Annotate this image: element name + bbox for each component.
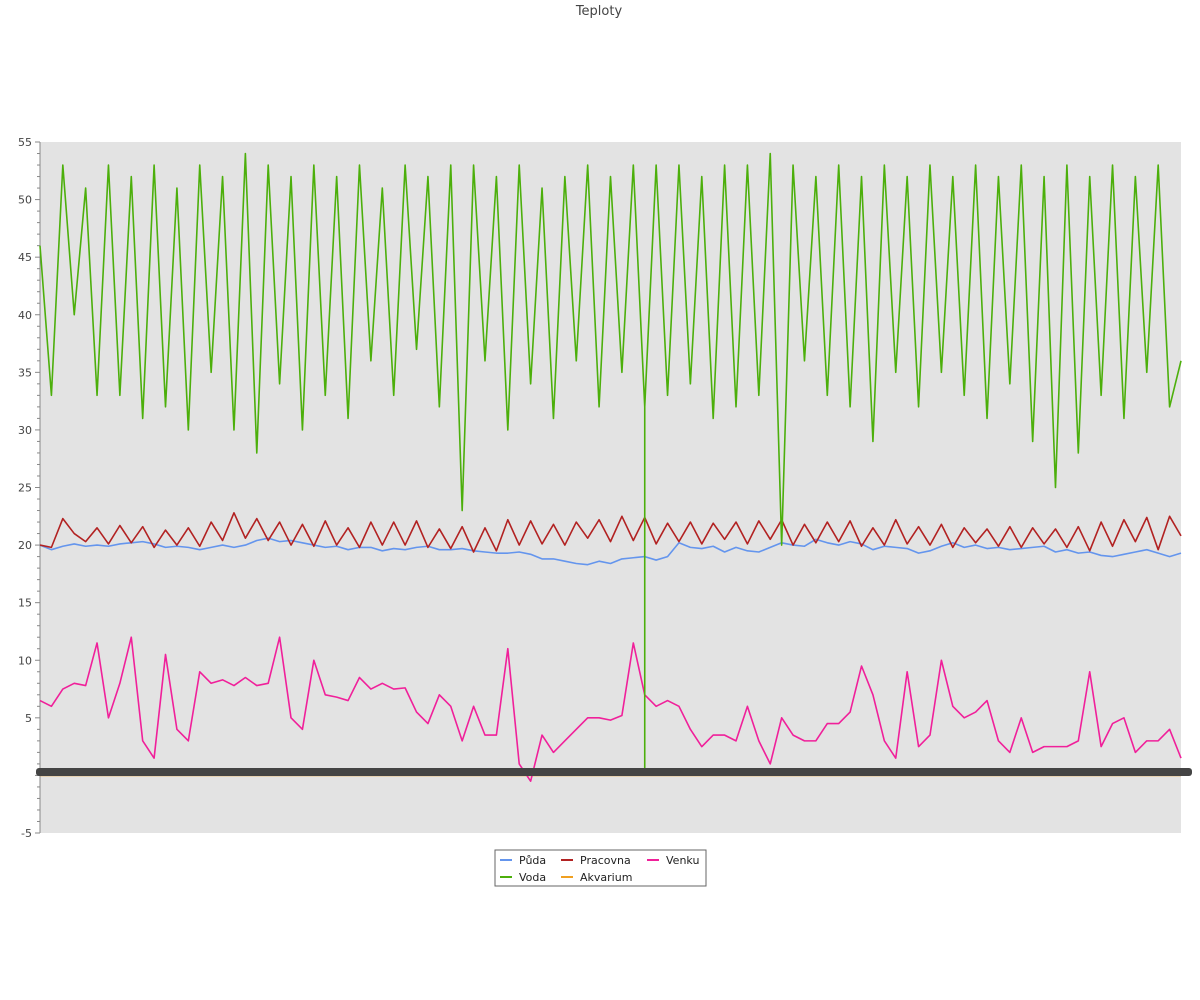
- plot-area: [40, 142, 1181, 833]
- x-axis-band: [36, 767, 1192, 776]
- y-tick-label: 55: [18, 136, 32, 149]
- series-layer: [39, 152, 1182, 782]
- legend-label: Pracovna: [580, 854, 631, 867]
- legend-label: Voda: [519, 871, 546, 884]
- x-axis-band-bar: [36, 767, 1192, 776]
- y-tick-label: 20: [18, 539, 32, 552]
- series-line-Půda: [39, 537, 1182, 566]
- chart-title: Teploty: [575, 4, 623, 19]
- series-line-Voda: [39, 152, 1182, 546]
- series-line-Venku: [39, 636, 1182, 782]
- y-tick-label: 35: [18, 366, 32, 379]
- legend-label: Půda: [519, 854, 546, 867]
- y-tick-label: 15: [18, 597, 32, 610]
- legend: Půda Pracovna Venku Voda Akvarium: [494, 849, 707, 887]
- y-tick-label: 45: [18, 251, 32, 264]
- y-tick-label: 40: [18, 309, 32, 322]
- legend-label: Akvarium: [580, 871, 632, 884]
- legend-label: Venku: [666, 854, 699, 867]
- y-tick-label: 30: [18, 424, 32, 437]
- y-tick-label: 50: [18, 194, 32, 207]
- y-tick-label: -5: [21, 827, 32, 840]
- y-tick-label: 5: [25, 712, 32, 725]
- y-tick-label: 25: [18, 482, 32, 495]
- y-tick-label: 10: [18, 654, 32, 667]
- y-axis: -5 5 10 15 20 25 30 35 40 45 50 55: [18, 136, 41, 840]
- legend-box: [494, 849, 707, 887]
- series-line-Pracovna: [39, 512, 1182, 553]
